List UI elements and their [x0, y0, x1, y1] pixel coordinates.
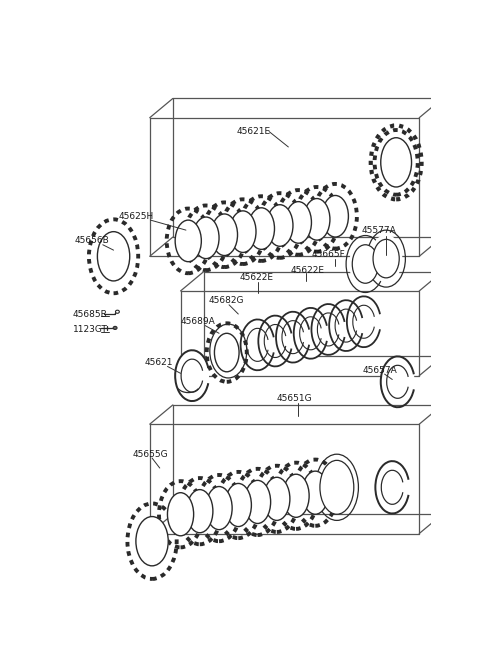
Text: 45622E: 45622E — [240, 273, 274, 282]
Ellipse shape — [175, 350, 209, 401]
Ellipse shape — [244, 480, 271, 523]
Ellipse shape — [211, 214, 238, 255]
Ellipse shape — [367, 230, 406, 287]
Ellipse shape — [258, 193, 301, 258]
Ellipse shape — [370, 235, 402, 282]
Ellipse shape — [168, 492, 193, 536]
Ellipse shape — [236, 469, 279, 535]
Ellipse shape — [207, 323, 247, 381]
Text: 45665F: 45665F — [312, 250, 345, 259]
Ellipse shape — [294, 459, 337, 526]
Ellipse shape — [302, 471, 328, 514]
Ellipse shape — [167, 209, 210, 273]
Ellipse shape — [127, 504, 177, 579]
Ellipse shape — [277, 190, 320, 255]
Ellipse shape — [97, 232, 130, 281]
Ellipse shape — [248, 208, 275, 249]
Ellipse shape — [206, 486, 232, 529]
Ellipse shape — [374, 130, 418, 195]
Ellipse shape — [221, 199, 264, 264]
Ellipse shape — [264, 477, 290, 520]
Ellipse shape — [381, 356, 415, 407]
Ellipse shape — [89, 219, 138, 293]
Ellipse shape — [116, 310, 120, 314]
Ellipse shape — [283, 474, 309, 517]
Ellipse shape — [240, 319, 275, 370]
Text: 45656B: 45656B — [75, 236, 110, 246]
Ellipse shape — [276, 312, 310, 362]
Ellipse shape — [184, 205, 228, 270]
Text: 45577A: 45577A — [361, 226, 396, 236]
Ellipse shape — [285, 202, 312, 244]
Text: 45689A: 45689A — [180, 317, 216, 326]
Ellipse shape — [240, 196, 283, 261]
Ellipse shape — [373, 240, 399, 278]
Text: 45621: 45621 — [144, 358, 173, 367]
Ellipse shape — [322, 195, 348, 237]
Ellipse shape — [178, 478, 221, 544]
Ellipse shape — [381, 138, 411, 187]
Ellipse shape — [187, 490, 213, 533]
Ellipse shape — [346, 236, 384, 292]
Ellipse shape — [294, 308, 328, 359]
Ellipse shape — [175, 220, 201, 262]
Ellipse shape — [267, 205, 293, 246]
Ellipse shape — [314, 184, 357, 249]
Ellipse shape — [230, 211, 256, 253]
Ellipse shape — [136, 517, 168, 566]
Text: 45651G: 45651G — [277, 394, 312, 403]
Ellipse shape — [347, 296, 381, 347]
Ellipse shape — [304, 199, 330, 240]
Text: 45657A: 45657A — [363, 366, 398, 375]
Ellipse shape — [193, 217, 219, 259]
Ellipse shape — [113, 327, 117, 329]
Text: 45682G: 45682G — [209, 296, 244, 306]
Ellipse shape — [255, 466, 299, 532]
Ellipse shape — [312, 304, 345, 355]
Ellipse shape — [329, 300, 363, 351]
Ellipse shape — [197, 475, 240, 541]
Ellipse shape — [203, 203, 246, 267]
Ellipse shape — [225, 483, 252, 527]
Ellipse shape — [295, 187, 338, 251]
Text: 45655G: 45655G — [133, 451, 168, 459]
Ellipse shape — [258, 315, 292, 366]
Ellipse shape — [320, 461, 354, 514]
Text: 45685B: 45685B — [73, 310, 108, 319]
Text: 45625H: 45625H — [118, 212, 154, 220]
Text: 45622E: 45622E — [291, 266, 324, 275]
Ellipse shape — [210, 324, 247, 378]
Ellipse shape — [214, 329, 242, 372]
Ellipse shape — [159, 481, 202, 547]
Ellipse shape — [217, 472, 260, 538]
Ellipse shape — [375, 461, 409, 513]
Ellipse shape — [218, 335, 238, 367]
Ellipse shape — [215, 333, 239, 372]
Ellipse shape — [275, 463, 318, 529]
Ellipse shape — [349, 240, 382, 288]
Text: 1123GT: 1123GT — [73, 325, 108, 334]
Ellipse shape — [352, 245, 378, 283]
Text: 45621E: 45621E — [237, 127, 271, 136]
